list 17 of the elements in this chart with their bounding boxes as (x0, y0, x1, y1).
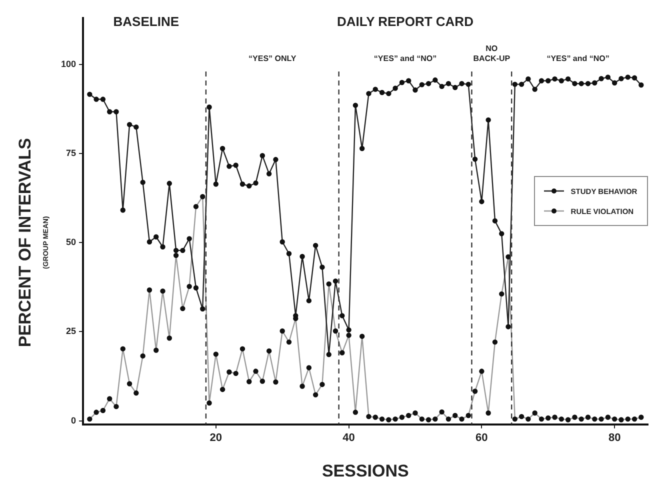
y-tick-label: 25 (66, 326, 76, 336)
annotation: “YES” ONLY (248, 54, 297, 63)
x-tick-label: 60 (476, 432, 488, 444)
annotation: “YES” and “NO” (546, 54, 610, 63)
x-tick-label: 20 (210, 432, 222, 444)
annotation: DAILY REPORT CARD (336, 14, 474, 29)
y-tick-label: 75 (66, 148, 76, 158)
y-tick-label: 0 (71, 415, 76, 426)
x-tick-label: 80 (608, 432, 621, 444)
y-axis-title: PERCENT OF INTERVALS (16, 138, 35, 348)
y-tick-label: 50 (66, 237, 76, 248)
annotation: “YES” and “NO” (374, 54, 437, 63)
annotation: NO BACK-UP (473, 44, 511, 63)
x-axis-title: SESSIONS (322, 461, 409, 480)
annotation: BASELINE (113, 14, 180, 29)
y-tick-label: 100 (60, 58, 76, 69)
x-tick-label: 40 (342, 432, 355, 444)
